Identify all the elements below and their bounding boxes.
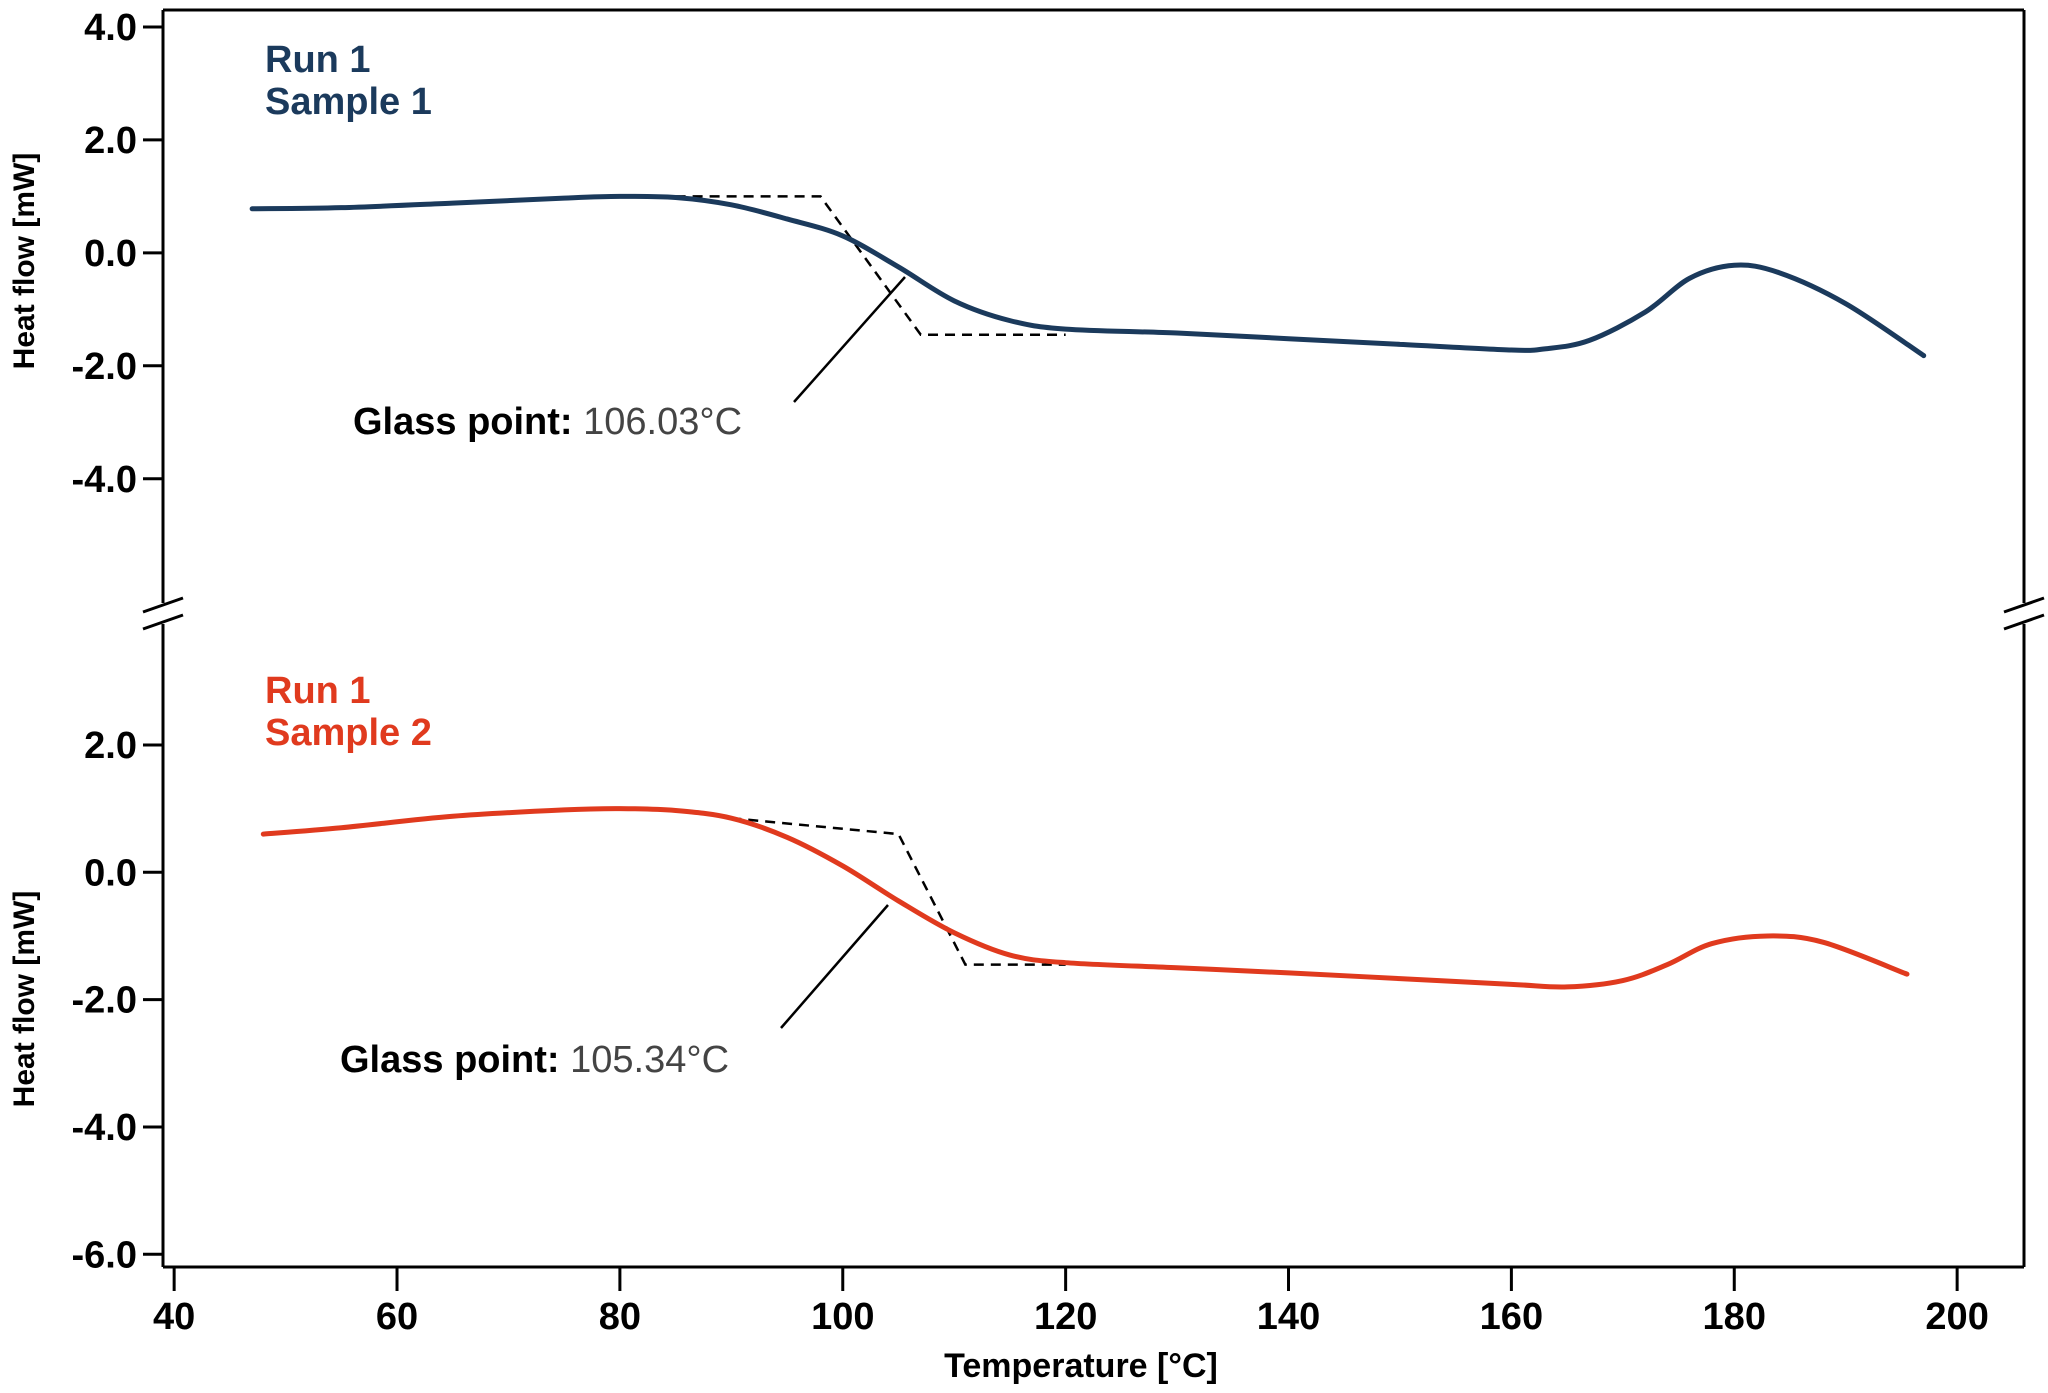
y-tick-label: 0.0: [84, 233, 137, 275]
data-line: [249, 193, 1927, 359]
legend-run: Run 1: [265, 670, 371, 712]
data-line: [260, 806, 1910, 990]
x-tick-label: 40: [153, 1296, 195, 1338]
y-tick-label: -4.0: [72, 1107, 137, 1149]
frame: [142, 8, 2045, 1269]
x-tick-label: 100: [811, 1296, 874, 1338]
axis-break: [2003, 596, 2045, 614]
axis-break: [2003, 613, 2045, 631]
y-tick-label: -2.0: [72, 980, 137, 1022]
x-tick-label: 200: [1925, 1296, 1988, 1338]
annotation-value: 106.03°C: [583, 401, 742, 443]
axis-break: [142, 613, 184, 631]
axis-break: [142, 596, 184, 614]
x-axis-label: Temperature [°C]: [944, 1347, 1218, 1385]
y-tick-label: 2.0: [84, 120, 137, 162]
leader-line: [780, 904, 889, 1029]
leader-line: [793, 276, 906, 403]
tangent-line: [731, 816, 1066, 966]
legend-sample: Sample 1: [265, 81, 432, 123]
y-tick-label: -6.0: [72, 1234, 137, 1276]
annotation: Glass point: 105.34°C: [340, 1039, 729, 1081]
annotation-label: Glass point:: [353, 401, 573, 443]
x-tick-label: 140: [1257, 1296, 1320, 1338]
y-axis-label: Heat flow [mW]: [8, 891, 41, 1108]
tangent-line: [675, 195, 1066, 336]
y-tick-label: -2.0: [72, 346, 137, 388]
annotation-value: 105.34°C: [570, 1039, 729, 1081]
y-axis-label: Heat flow [mW]: [8, 153, 41, 370]
legend-sample: Sample 2: [265, 712, 432, 754]
x-tick-label: 60: [376, 1296, 418, 1338]
annotation: Glass point: 106.03°C: [353, 401, 742, 443]
y-tick-label: 0.0: [84, 852, 137, 894]
x-tick-label: 80: [599, 1296, 641, 1338]
legend-run: Run 1: [265, 39, 371, 81]
y-tick-label: 4.0: [84, 7, 137, 49]
x-tick-label: 180: [1703, 1296, 1766, 1338]
y-tick-label: -4.0: [72, 459, 137, 501]
x-tick-label: 160: [1480, 1296, 1543, 1338]
annotation-label: Glass point:: [340, 1039, 560, 1081]
x-tick-label: 120: [1034, 1296, 1097, 1338]
y-tick-label: 2.0: [84, 725, 137, 767]
